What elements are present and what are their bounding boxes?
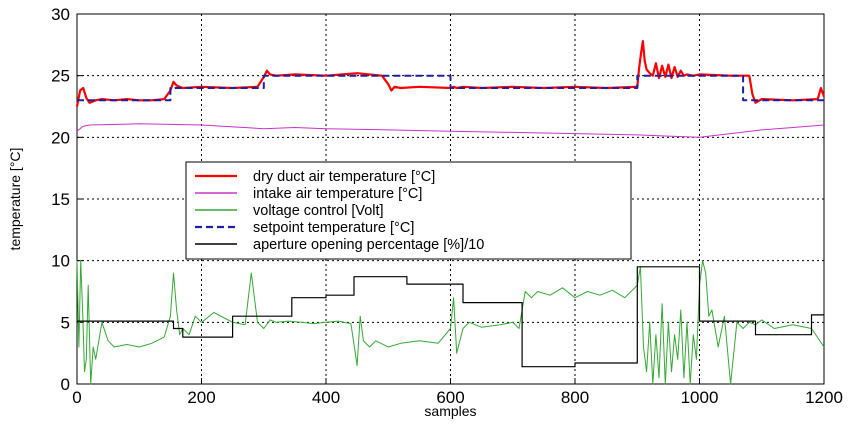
legend-label-intake: intake air temperature [°C] <box>253 186 422 202</box>
x-tick-label: 0 <box>72 388 81 407</box>
legend-box <box>185 161 632 260</box>
legend: dry duct air temperature [°C] intake air… <box>185 161 632 260</box>
y-tick-label: 15 <box>51 190 70 209</box>
legend-label-setpoint: setpoint temperature [°C] <box>253 220 414 236</box>
y-tick-label: 10 <box>51 252 70 271</box>
tick-labels: 0 200 400 600 800 1000 1200 0 5 10 15 20 25 30 <box>51 5 843 407</box>
x-axis-label: samples <box>424 403 476 419</box>
series-line-0 <box>75 39 826 107</box>
x-tick-label: 600 <box>436 388 464 407</box>
series-group <box>75 39 826 385</box>
series-line-4 <box>77 266 824 368</box>
y-axis-label: temperature [°C] <box>7 148 23 251</box>
series-line-2 <box>76 260 825 385</box>
x-tick-label: 800 <box>561 388 589 407</box>
y-tick-label: 20 <box>51 128 70 147</box>
legend-label-aperture: aperture opening percentage [%]/10 <box>253 237 484 253</box>
y-tick-label: 30 <box>51 5 70 24</box>
legend-label-voltage: voltage control [Volt] <box>253 203 384 219</box>
x-tick-label: 1000 <box>681 388 719 407</box>
series-line-3 <box>77 74 824 102</box>
legend-label-dry-duct: dry duct air temperature [°C] <box>253 169 435 185</box>
y-tick-label: 0 <box>61 375 70 394</box>
y-tick-label: 5 <box>61 313 70 332</box>
x-tick-label: 200 <box>187 388 215 407</box>
series-line-1 <box>76 123 825 138</box>
y-tick-label: 25 <box>51 67 70 86</box>
x-tick-label: 1200 <box>805 388 843 407</box>
x-tick-label: 400 <box>312 388 340 407</box>
